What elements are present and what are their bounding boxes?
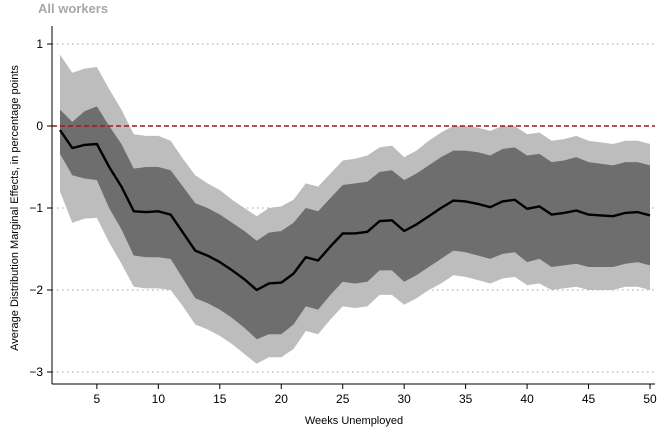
y-axis-ticks: 1 0 −1 −2 −3 bbox=[29, 37, 52, 379]
chart-title: All workers bbox=[38, 1, 109, 16]
x-tick-label: 10 bbox=[152, 392, 166, 406]
x-tick-label: 15 bbox=[213, 392, 227, 406]
x-tick-label: 30 bbox=[397, 392, 411, 406]
x-tick-label: 25 bbox=[336, 392, 350, 406]
x-axis-title: Weeks Unemployed bbox=[305, 415, 403, 427]
estimate-line bbox=[59, 129, 651, 292]
inner-band-area bbox=[60, 106, 650, 340]
x-tick-label: 50 bbox=[643, 392, 657, 406]
x-tick-label: 40 bbox=[520, 392, 534, 406]
axes bbox=[51, 26, 655, 385]
y-tick-label: 0 bbox=[36, 119, 43, 133]
y-tick-label: −2 bbox=[29, 283, 43, 297]
x-axis-ticks: 5 10 15 20 25 30 35 40 45 50 bbox=[94, 384, 657, 406]
y-tick-label: −1 bbox=[29, 201, 43, 215]
y-axis-title: Average Distribution Marginal Effects, i… bbox=[9, 65, 21, 351]
y-tick-label: 1 bbox=[36, 37, 43, 51]
x-tick-label: 35 bbox=[459, 392, 473, 406]
x-tick-label: 20 bbox=[275, 392, 289, 406]
estimate-series bbox=[59, 129, 651, 292]
x-tick-label: 45 bbox=[582, 392, 596, 406]
y-tick-label: −3 bbox=[29, 365, 43, 379]
x-tick-label: 5 bbox=[94, 392, 101, 406]
inner-confidence-band bbox=[60, 106, 650, 340]
